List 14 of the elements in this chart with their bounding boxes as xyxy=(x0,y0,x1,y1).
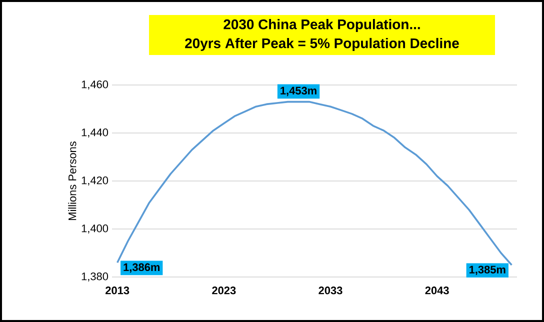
y-tick-label: 1,380 xyxy=(82,272,108,282)
x-tick-label: 2013 xyxy=(106,286,130,294)
x-tick-label: 2043 xyxy=(425,286,449,294)
chart-title: 2030 China Peak Population... 20yrs After Peak = 5% Population Decline xyxy=(185,19,459,51)
data-label: 1,386m xyxy=(124,263,160,273)
y-axis-title: Millions Persons xyxy=(68,142,76,220)
x-tick-label: 2033 xyxy=(318,286,342,294)
y-tick-label: 1,420 xyxy=(82,176,108,186)
data-label: 1,453m xyxy=(280,86,316,96)
y-tick-label: 1,440 xyxy=(82,128,108,138)
y-tick-label: 1,400 xyxy=(82,224,108,234)
data-label: 1,385m xyxy=(470,266,506,276)
x-tick-label: 2023 xyxy=(212,286,236,294)
y-tick-label: 1,460 xyxy=(82,80,108,90)
